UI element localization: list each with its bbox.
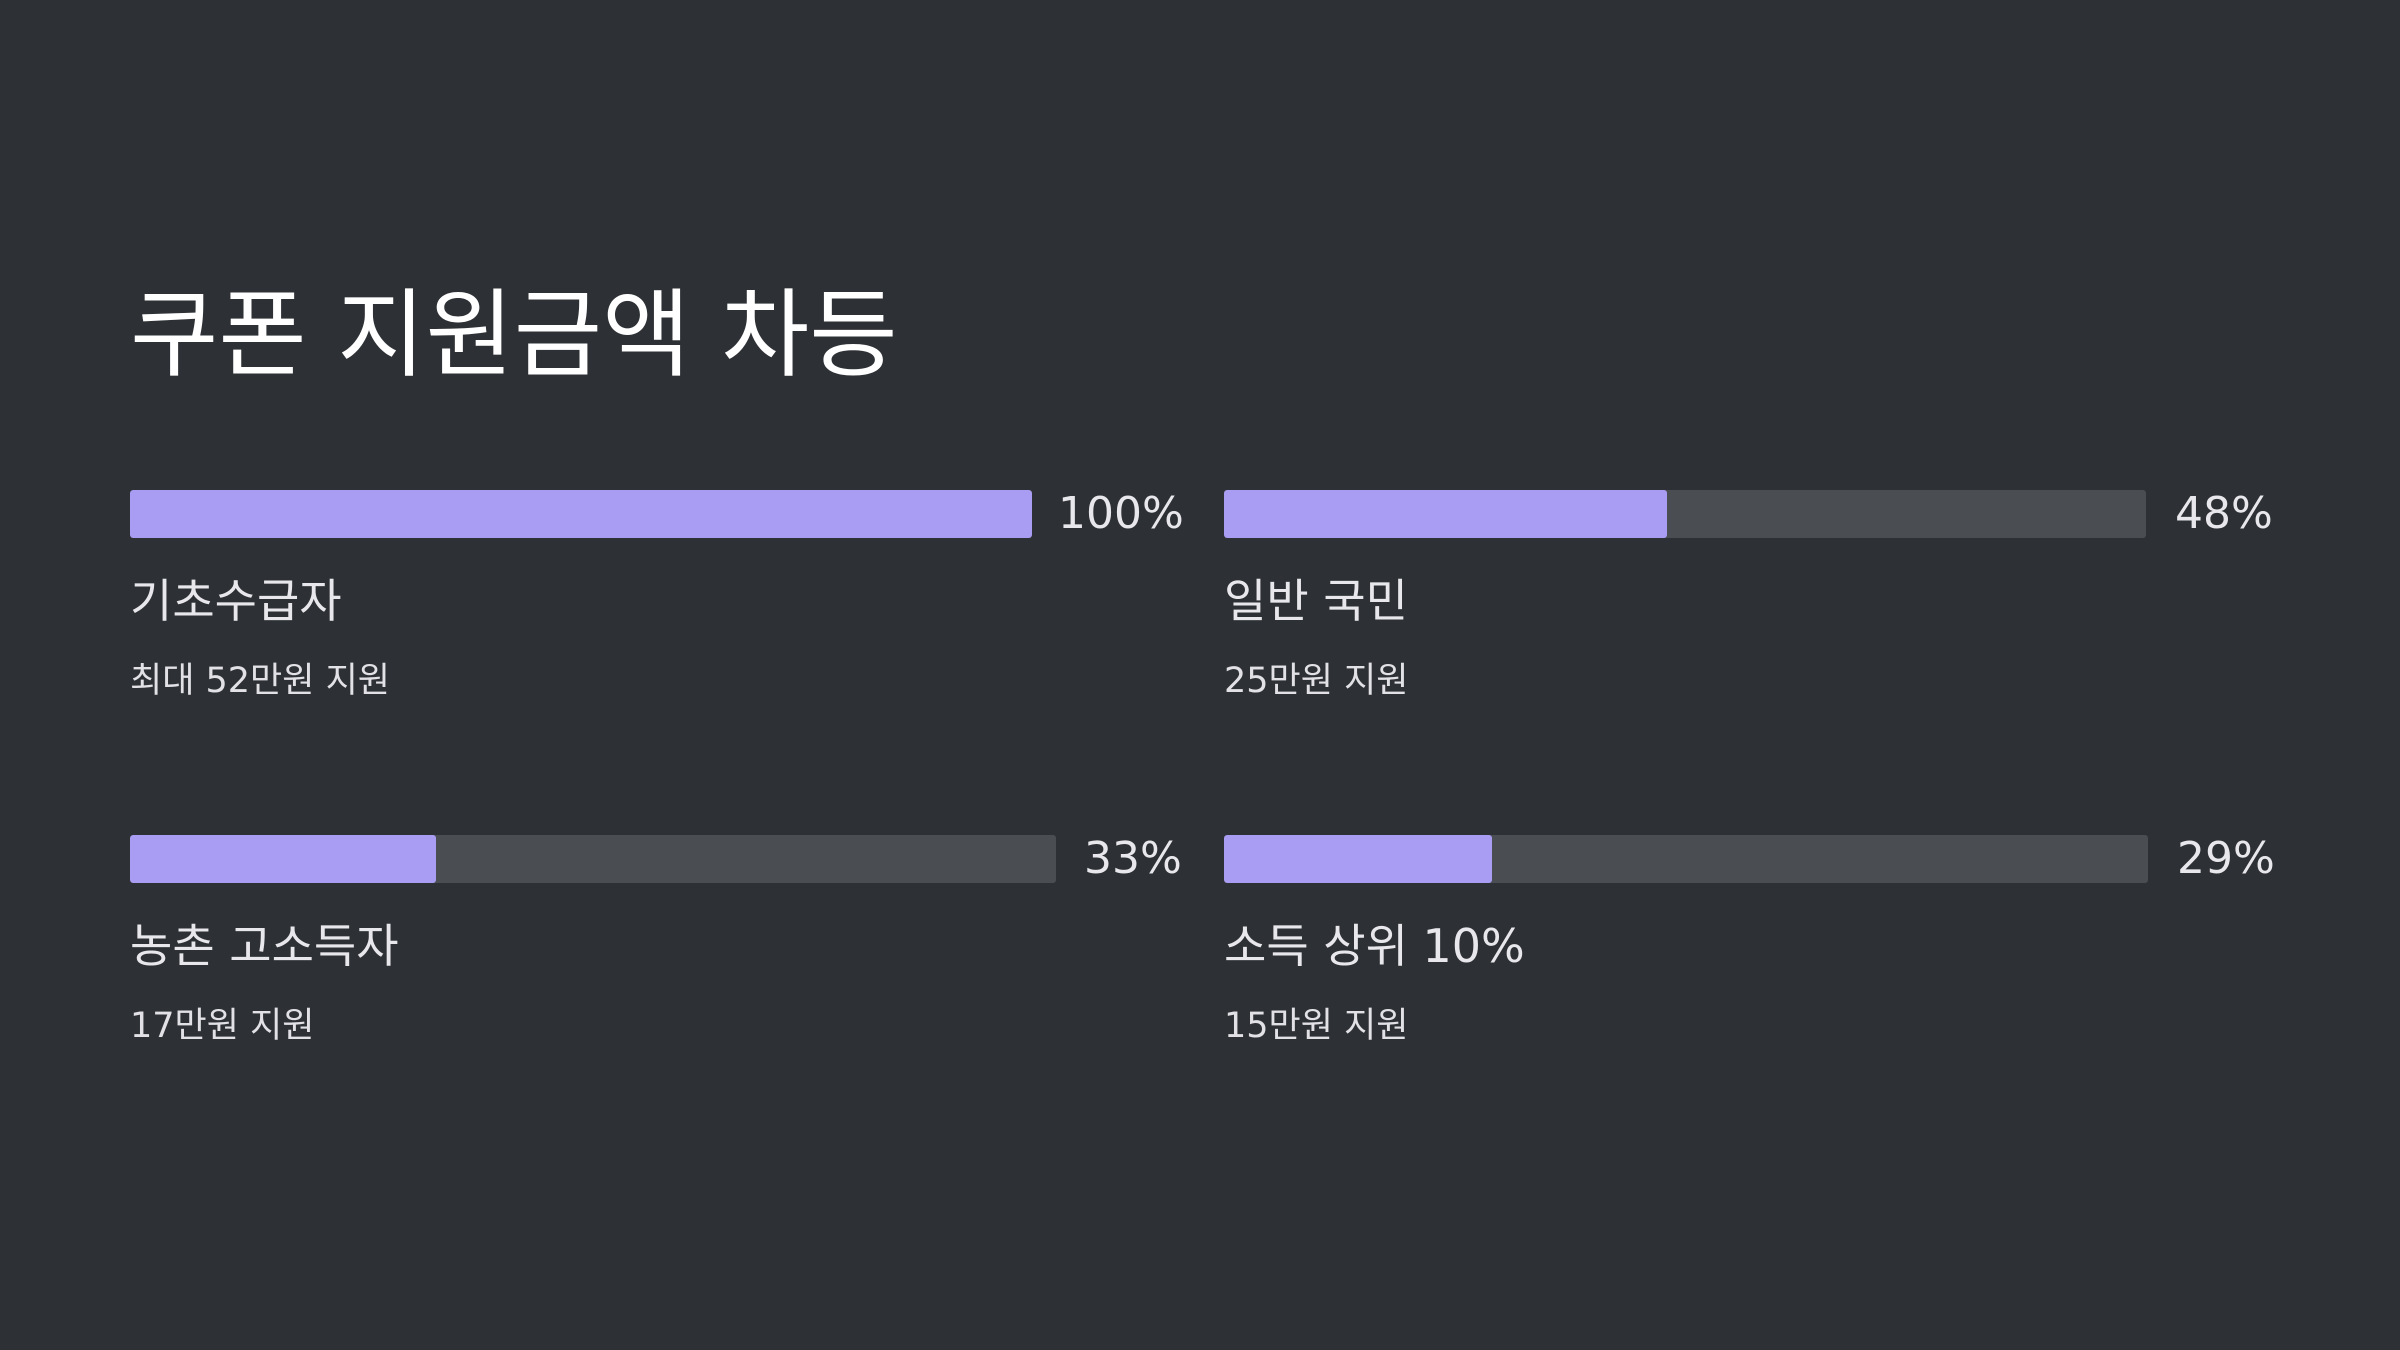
item-description: 25만원 지원 [1224,661,1409,701]
percent-label: 33% [1084,833,1182,884]
item-description: 최대 52만원 지원 [130,661,390,701]
percent-label: 100% [1058,488,1184,539]
progress-track [1224,835,2148,883]
percent-label: 29% [2177,833,2275,884]
progress-fill [1224,835,1492,883]
item-description: 17만원 지원 [130,1006,315,1046]
progress-fill [130,835,436,883]
progress-track [130,490,1032,538]
item-label: 기초수급자 [130,574,342,628]
slide-title: 쿠폰 지원금액 차등 [130,279,898,391]
progress-track [1224,490,2146,538]
progress-fill [1224,490,1667,538]
item-label: 소득 상위 10% [1224,919,1525,973]
item-label: 일반 국민 [1224,574,1408,628]
progress-fill [130,490,1032,538]
item-description: 15만원 지원 [1224,1006,1409,1046]
item-label: 농촌 고소득자 [130,919,399,973]
progress-track [130,835,1056,883]
percent-label: 48% [2175,488,2273,539]
